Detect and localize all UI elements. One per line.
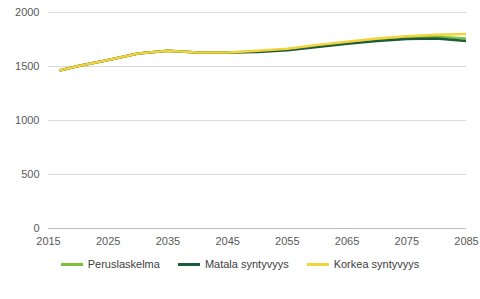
svg-text:500: 500 (21, 168, 39, 180)
svg-text:2065: 2065 (335, 235, 359, 247)
svg-text:2045: 2045 (215, 235, 239, 247)
svg-text:2075: 2075 (395, 235, 419, 247)
svg-text:0: 0 (33, 222, 39, 234)
svg-text:2015: 2015 (36, 235, 60, 247)
svg-text:2000: 2000 (15, 6, 39, 18)
svg-text:1000: 1000 (15, 114, 39, 126)
svg-text:1500: 1500 (15, 60, 39, 72)
svg-text:2055: 2055 (275, 235, 299, 247)
html-text:Korkea syntyvyys: Korkea syntyvyys (333, 258, 420, 270)
svg-text:2025: 2025 (96, 235, 120, 247)
svg-text:2035: 2035 (156, 235, 180, 247)
html-text:Peruslaskelma: Peruslaskelma (87, 258, 160, 270)
svg-text:2085: 2085 (454, 235, 478, 247)
html-text:Matala syntyvyys: Matala syntyvyys (204, 258, 289, 270)
